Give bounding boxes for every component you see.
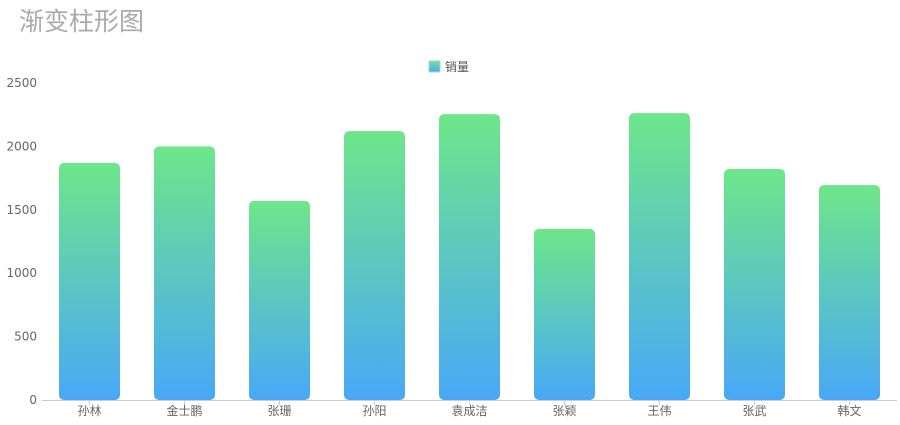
x-tick-label: 韩文 [837,403,861,418]
bar [819,185,880,400]
bar [439,114,500,400]
bar [724,168,785,400]
y-tick-label: 500 [14,330,37,344]
bar [629,113,690,400]
bar [534,228,595,400]
x-tick-label: 孙林 [77,404,101,418]
chart-title: 渐变柱形图 [19,7,145,36]
bar [344,131,405,400]
x-tick-label: 张珊 [267,404,291,418]
y-tick-label: 2500 [6,76,37,90]
y-tick-label: 0 [29,393,37,407]
x-tick-label: 张颖 [552,404,576,418]
x-tick-label: 金士鹏 [166,403,202,418]
y-tick-label: 2000 [6,139,37,153]
y-tick-label: 1500 [6,203,37,217]
bar [249,200,310,400]
x-tick-label: 张武 [742,404,766,418]
legend-swatch [428,60,441,73]
x-tick-label: 袁成洁 [451,404,487,418]
x-tick-label: 王伟 [647,404,671,418]
x-tick-label: 孙阳 [362,404,386,418]
bar [154,146,215,400]
y-tick-label: 1000 [6,266,37,280]
legend-label: 销量 [445,60,469,74]
bar [59,162,120,400]
